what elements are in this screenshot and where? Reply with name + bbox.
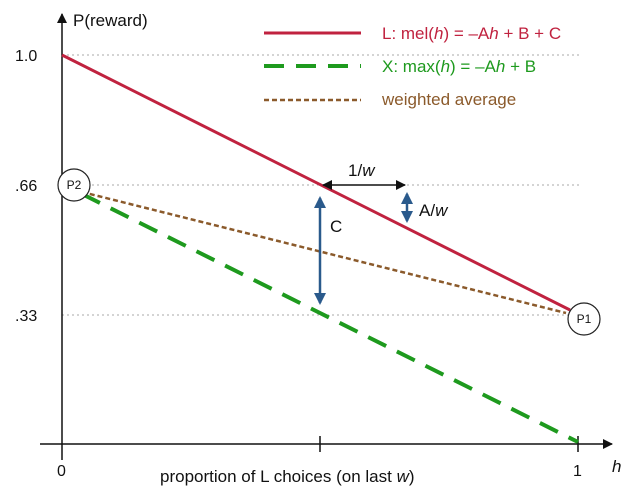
legend-label-X: X: max(h) = –Ah + B — [382, 57, 536, 76]
y-axis-title: P(reward) — [73, 11, 148, 30]
x-axis-title-var: w — [397, 467, 411, 486]
x-axis-title-suffix: ) — [409, 467, 415, 486]
label-one-over-w-var: w — [362, 161, 376, 180]
legend-label-L: L: mel(h) = –Ah + B + C — [382, 24, 561, 43]
label-C: C — [330, 217, 342, 236]
legend-X-var: h — [441, 57, 450, 76]
y-tick-0-66: .66 — [15, 178, 37, 195]
legend-L-var: h — [434, 24, 443, 43]
x-axis-var-label: h — [612, 457, 621, 476]
legend-L-post: + B + C — [499, 24, 561, 43]
label-A-over-w-var: w — [435, 201, 449, 220]
x-axis-title: proportion of L choices (on last w) — [160, 467, 415, 486]
node-P2 — [57, 168, 91, 202]
legend-X-post: + B — [505, 57, 536, 76]
y-tick-0-33: .33 — [15, 308, 37, 325]
node-P2-label: P2 — [67, 178, 82, 192]
legend-label-weighted: weighted average — [381, 90, 516, 109]
x-axis-title-prefix: proportion of L choices (on last — [160, 467, 397, 486]
legend: L: mel(h) = –Ah + B + C X: max(h) = –Ah … — [264, 24, 561, 109]
line-X-max — [81, 192, 579, 444]
x-tick-0: 0 — [57, 463, 66, 480]
x-tick-1: 1 — [573, 463, 582, 480]
legend-L-var2: h — [489, 24, 498, 43]
legend-L-mid: ) = –A — [443, 24, 489, 43]
y-tick-1-0: 1.0 — [15, 48, 37, 65]
legend-X-pre: X: max( — [382, 57, 441, 76]
node-P1-label: P1 — [577, 312, 592, 326]
label-one-over-w: 1/w — [348, 161, 376, 180]
label-A-over-w-pre: A/ — [419, 201, 435, 220]
legend-L-pre: L: mel( — [382, 24, 434, 43]
line-L-mel — [61, 53, 571, 312]
line-weighted-average — [81, 190, 567, 315]
label-A-over-w: A/w — [419, 201, 449, 220]
node-P1 — [567, 302, 601, 336]
label-one-over-w-pre: 1/ — [348, 161, 362, 180]
legend-X-mid: ) = –A — [450, 57, 496, 76]
legend-X-var2: h — [496, 57, 505, 76]
